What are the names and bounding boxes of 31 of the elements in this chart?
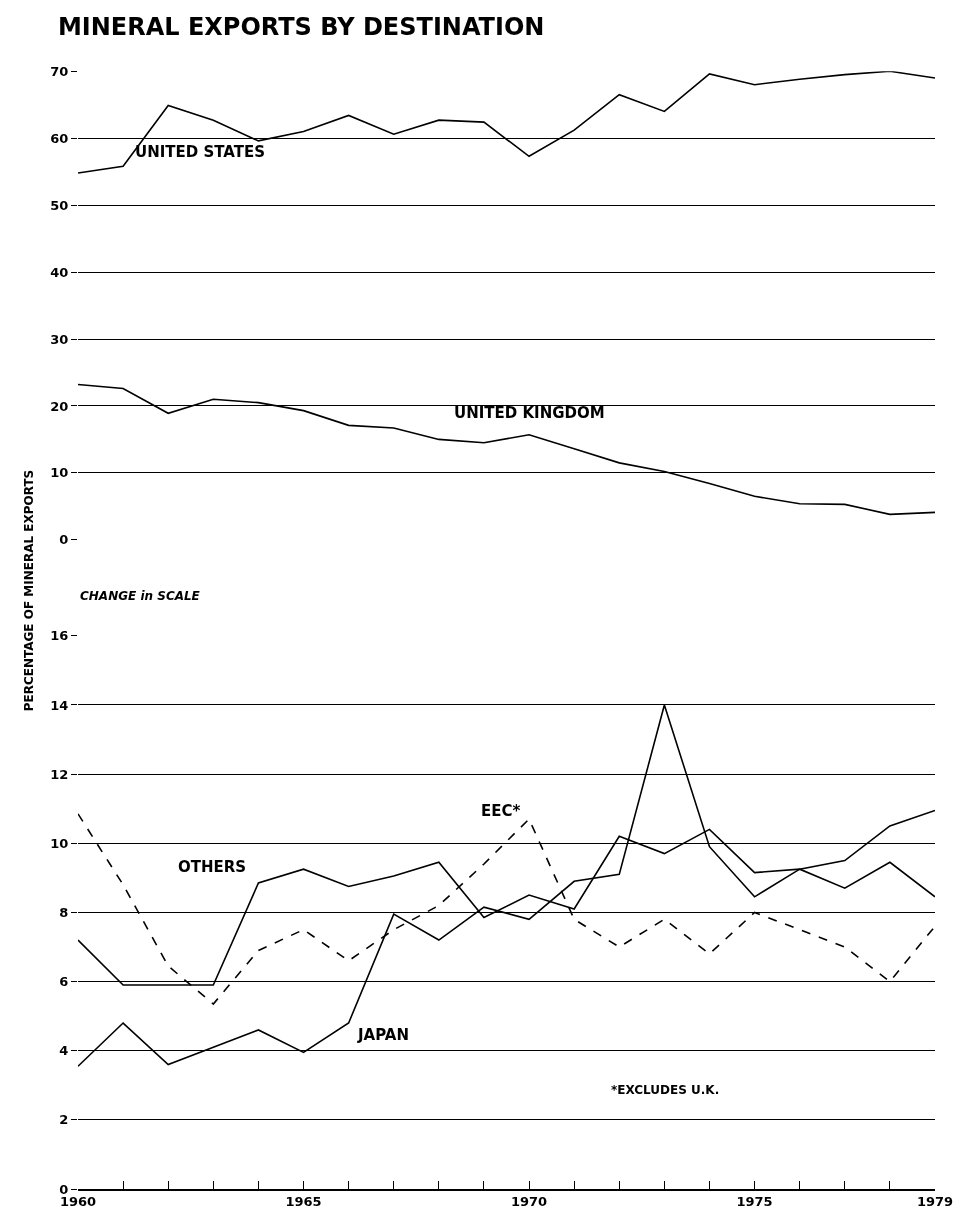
y-tick-label: 16 xyxy=(50,628,69,644)
annotation: *EXCLUDES U.K. xyxy=(611,1083,720,1097)
y-tick-label: 40 xyxy=(50,264,69,280)
x-tick-label: 1960 xyxy=(59,1194,97,1210)
y-tick-label: 50 xyxy=(50,197,69,213)
y-tick-label: 12 xyxy=(50,766,69,782)
x-tick-label: 1965 xyxy=(285,1194,322,1210)
y-tick-label: 0 xyxy=(59,532,69,548)
series-label: EEC* xyxy=(481,802,521,820)
series-label: UNITED STATES xyxy=(135,143,266,161)
chart-title: MINERAL EXPORTS BY DESTINATION xyxy=(57,13,545,42)
series-label: UNITED KINGDOM xyxy=(454,404,605,422)
y-axis-title: PERCENTAGE OF MINERAL EXPORTS xyxy=(22,469,37,712)
y-tick-label: 10 xyxy=(50,835,69,851)
y-tick-label: 10 xyxy=(50,465,69,481)
y-tick-label: 20 xyxy=(50,398,69,414)
y-tick-label: 6 xyxy=(59,974,69,990)
y-tick-label: 30 xyxy=(50,331,69,347)
series-label: JAPAN xyxy=(357,1026,409,1044)
x-tick-label: 1975 xyxy=(736,1194,773,1210)
y-tick-label: 2 xyxy=(59,1112,69,1128)
x-tick-label: 1970 xyxy=(510,1194,548,1210)
y-tick-label: 8 xyxy=(59,904,69,920)
y-tick-label: 70 xyxy=(50,63,69,79)
text: CHANGE in SCALE xyxy=(80,589,201,603)
x-tick-label: 1979 xyxy=(916,1194,954,1210)
series-label: OTHERS xyxy=(178,858,247,876)
y-tick-label: 14 xyxy=(50,697,69,713)
y-tick-label: 0 xyxy=(59,1181,69,1197)
y-tick-label: 60 xyxy=(50,130,69,146)
y-tick-label: 4 xyxy=(59,1043,69,1059)
